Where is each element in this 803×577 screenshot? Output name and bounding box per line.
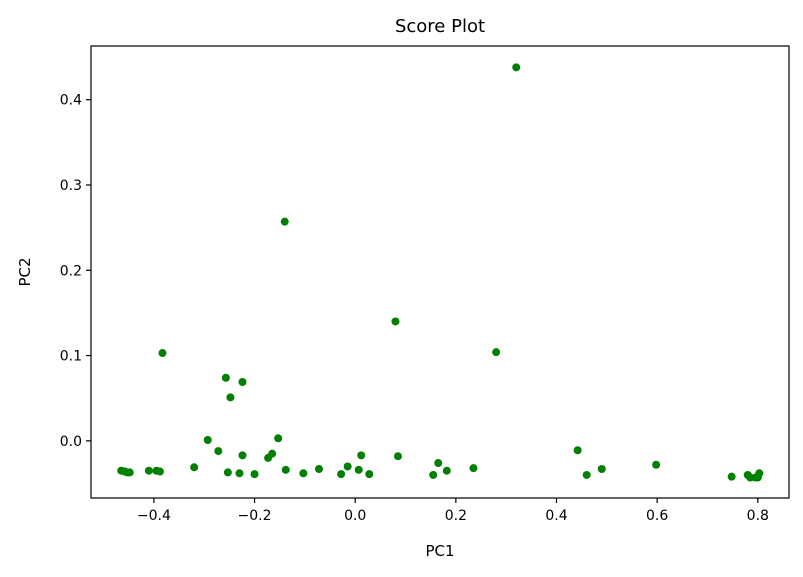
data-point <box>214 447 223 456</box>
data-point <box>393 452 402 461</box>
data-point <box>274 434 283 443</box>
x-tick-label: −0.2 <box>238 508 272 524</box>
data-point <box>391 317 400 326</box>
data-point <box>268 449 277 458</box>
data-point <box>281 465 290 474</box>
y-tick-label: 0.4 <box>60 93 82 109</box>
y-axis-ticks: 0.0 0.1 0.2 0.3 0.4 <box>60 93 91 450</box>
data-point <box>155 467 164 476</box>
data-point <box>190 463 199 472</box>
x-axis-label: PC1 <box>425 542 454 560</box>
data-point <box>144 466 153 475</box>
data-point <box>512 63 521 72</box>
data-point <box>582 470 591 479</box>
data-point <box>492 348 501 357</box>
data-point <box>250 470 259 479</box>
data-point <box>469 464 478 473</box>
data-point <box>226 393 235 402</box>
data-point <box>223 468 232 477</box>
chart-title: Score Plot <box>395 16 485 37</box>
y-tick-label: 0.0 <box>60 434 82 450</box>
x-tick-label: 0.8 <box>747 508 769 524</box>
x-tick-label: 0.0 <box>344 508 366 524</box>
plot-frame <box>90 45 790 499</box>
y-tick-label: 0.1 <box>60 349 82 365</box>
data-point <box>238 451 247 460</box>
x-tick-label: −0.4 <box>137 508 171 524</box>
data-point <box>573 446 582 455</box>
data-point <box>221 373 230 382</box>
x-tick-label: 0.4 <box>545 508 567 524</box>
data-point <box>365 470 374 479</box>
x-axis-ticks: −0.4 −0.2 0.0 0.2 0.4 0.6 0.8 <box>137 498 769 524</box>
x-tick-label: 0.2 <box>445 508 467 524</box>
data-point <box>343 462 352 471</box>
data-point <box>755 469 764 478</box>
data-point <box>727 472 736 481</box>
data-point <box>158 349 167 358</box>
data-point <box>442 466 451 475</box>
data-point <box>280 217 289 226</box>
data-point <box>125 468 134 477</box>
data-point <box>434 459 443 468</box>
data-point <box>203 436 212 445</box>
data-point <box>652 460 661 469</box>
data-point <box>354 465 363 474</box>
x-tick-label: 0.6 <box>646 508 668 524</box>
y-tick-label: 0.3 <box>60 178 82 194</box>
data-point <box>357 451 366 460</box>
data-point <box>337 470 346 479</box>
data-point <box>429 470 438 479</box>
data-point <box>235 469 244 478</box>
data-point <box>238 378 247 387</box>
data-point <box>299 469 308 478</box>
y-tick-label: 0.2 <box>60 263 82 279</box>
data-point <box>314 465 323 474</box>
data-point <box>597 465 606 474</box>
y-axis-label: PC2 <box>16 257 34 286</box>
points-layer <box>117 63 764 482</box>
